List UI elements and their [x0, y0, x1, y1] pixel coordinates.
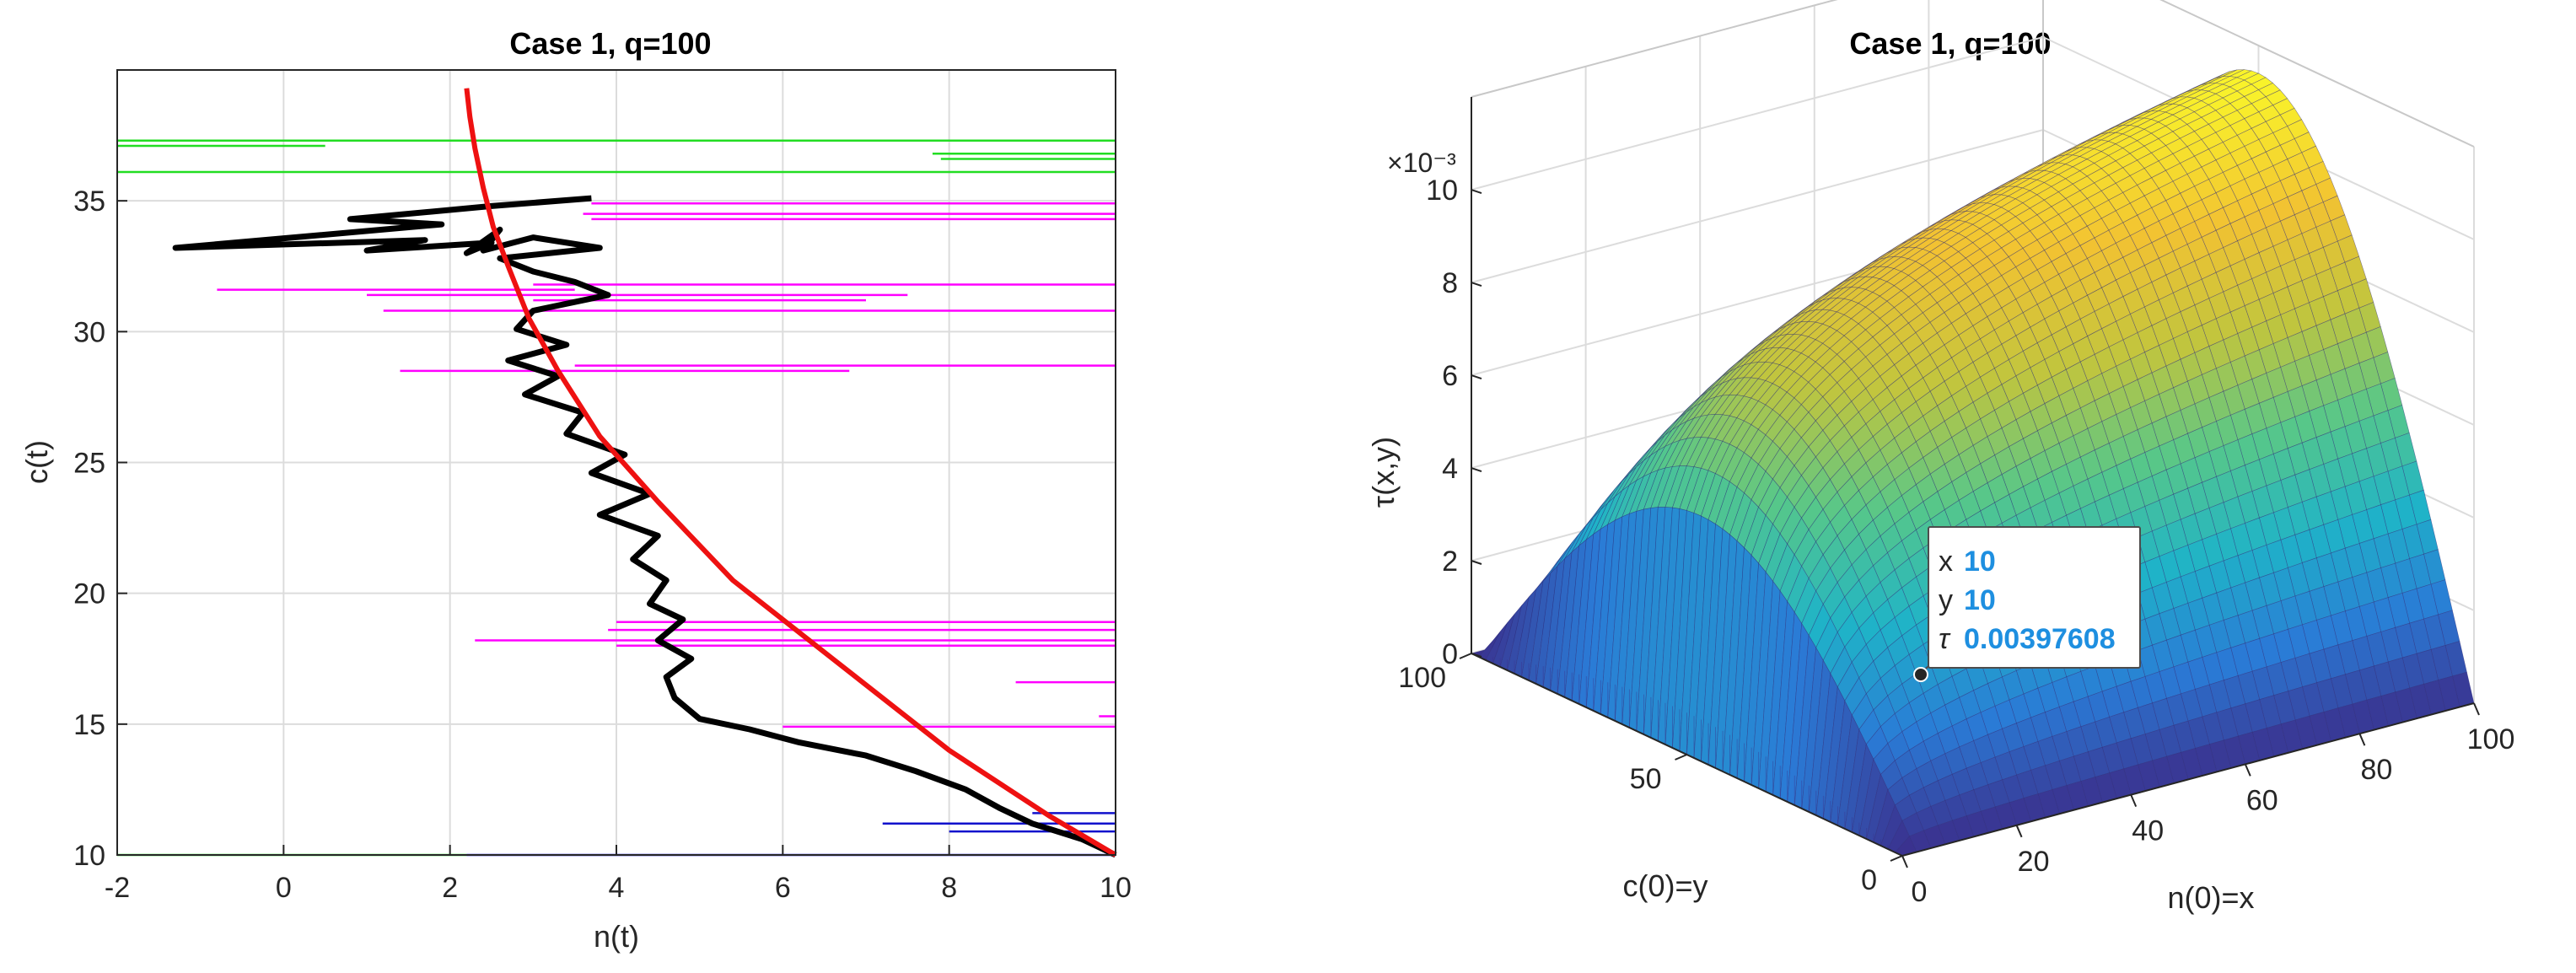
datatip-z-label: τ: [1939, 623, 1951, 655]
y-tick-mark-3d: [1675, 754, 1687, 761]
z-tick-label-3d: 8: [1442, 267, 1458, 299]
y-tick-label-3d: 0: [1861, 864, 1877, 896]
datatip-y-label: y: [1939, 584, 1953, 616]
z-axis-label: τ(x,y): [1366, 437, 1401, 508]
left-y-tick-label: 10: [73, 840, 105, 872]
left-x-tick-label: -2: [105, 872, 130, 904]
x-tick-mark-3d: [2015, 825, 2023, 838]
mean-trajectory-line: [464, 88, 1117, 857]
z-tick-mark-3d: [1471, 467, 1482, 472]
x-tick-label-3d: 100: [2467, 723, 2515, 755]
x-tick-mark-3d: [1901, 855, 1908, 868]
left-x-tick-label: 4: [609, 872, 625, 904]
z-tick-label-3d: 2: [1442, 546, 1458, 578]
left-chart: Case 1, q=100 -2 0 2 4 6 8 10 10 15 20 25 30 35 n(t)…: [19, 26, 1132, 954]
x-tick-mark-3d: [2244, 764, 2251, 777]
z-tick-mark-3d: [1471, 560, 1482, 565]
datatip-box: [1928, 526, 2141, 669]
left-y-axis-label: c(t): [19, 440, 54, 484]
left-x-tick-label: 6: [775, 872, 791, 904]
y-tick-label-3d: 50: [1630, 763, 1662, 795]
datatip-y-value: 10: [1964, 584, 1996, 616]
right-chart: Case 1, q=100 0204060801000501000246810 …: [1366, 0, 2514, 915]
x-axis-3d: [1901, 702, 2475, 857]
left-x-axis-label: n(t): [594, 919, 639, 954]
left-y-tick-label: 30: [73, 316, 105, 348]
x-tick-label-3d: 40: [2132, 815, 2164, 847]
datatip[interactable]: x 10 y 10 τ 0.00397608: [1913, 526, 2141, 682]
z-tick-mark-3d: [1471, 189, 1482, 194]
z-tick-mark-3d: [1471, 653, 1482, 658]
left-y-tick-label: 35: [73, 185, 105, 218]
y-tick-mark-3d: [1459, 653, 1472, 659]
z-tick-label-3d: 10: [1426, 175, 1458, 207]
x-tick-label-3d: 20: [2018, 846, 2050, 878]
x-tick-label-3d: 60: [2246, 784, 2278, 816]
z-tick-label-3d: 4: [1442, 453, 1458, 485]
left-x-tick-label: 0: [276, 872, 292, 904]
left-x-tick-label: 8: [941, 872, 957, 904]
x-axis-label-3d: n(0)=x: [2167, 880, 2254, 915]
z-tick-label-3d: 6: [1442, 360, 1458, 392]
x-tick-mark-3d: [2358, 733, 2366, 746]
left-x-tick-label: 2: [442, 872, 458, 904]
x-tick-mark-3d: [2473, 702, 2480, 716]
left-chart-title: Case 1, q=100: [509, 26, 711, 61]
z-scale-label: ×10⁻³: [1387, 148, 1456, 178]
back-top-edge: [1471, 0, 2475, 148]
sample-path-line: [172, 195, 1117, 858]
datatip-x-label: x: [1939, 546, 1953, 578]
y-tick-mark-3d: [1890, 855, 1903, 862]
left-y-tick-label: 25: [73, 448, 105, 480]
x-tick-label-3d: 80: [2360, 754, 2392, 786]
y-axis-label-3d: c(0)=y: [1622, 868, 1707, 903]
left-y-tick-label: 15: [73, 709, 105, 741]
z-tick-mark-3d: [1471, 282, 1482, 287]
x-tick-label-3d: 0: [1912, 876, 1928, 908]
datatip-x-value: 10: [1964, 546, 1996, 578]
left-y-tick-label: 20: [73, 578, 105, 610]
left-x-tick-label: 10: [1100, 872, 1132, 904]
z-tick-label-3d: 0: [1442, 638, 1458, 670]
z-tick-mark-3d: [1471, 374, 1482, 379]
y-tick-label-3d: 100: [1398, 662, 1446, 694]
datatip-z-value: 0.00397608: [1964, 623, 2116, 655]
x-tick-mark-3d: [2130, 794, 2138, 807]
datatip-marker[interactable]: [1913, 667, 1928, 682]
